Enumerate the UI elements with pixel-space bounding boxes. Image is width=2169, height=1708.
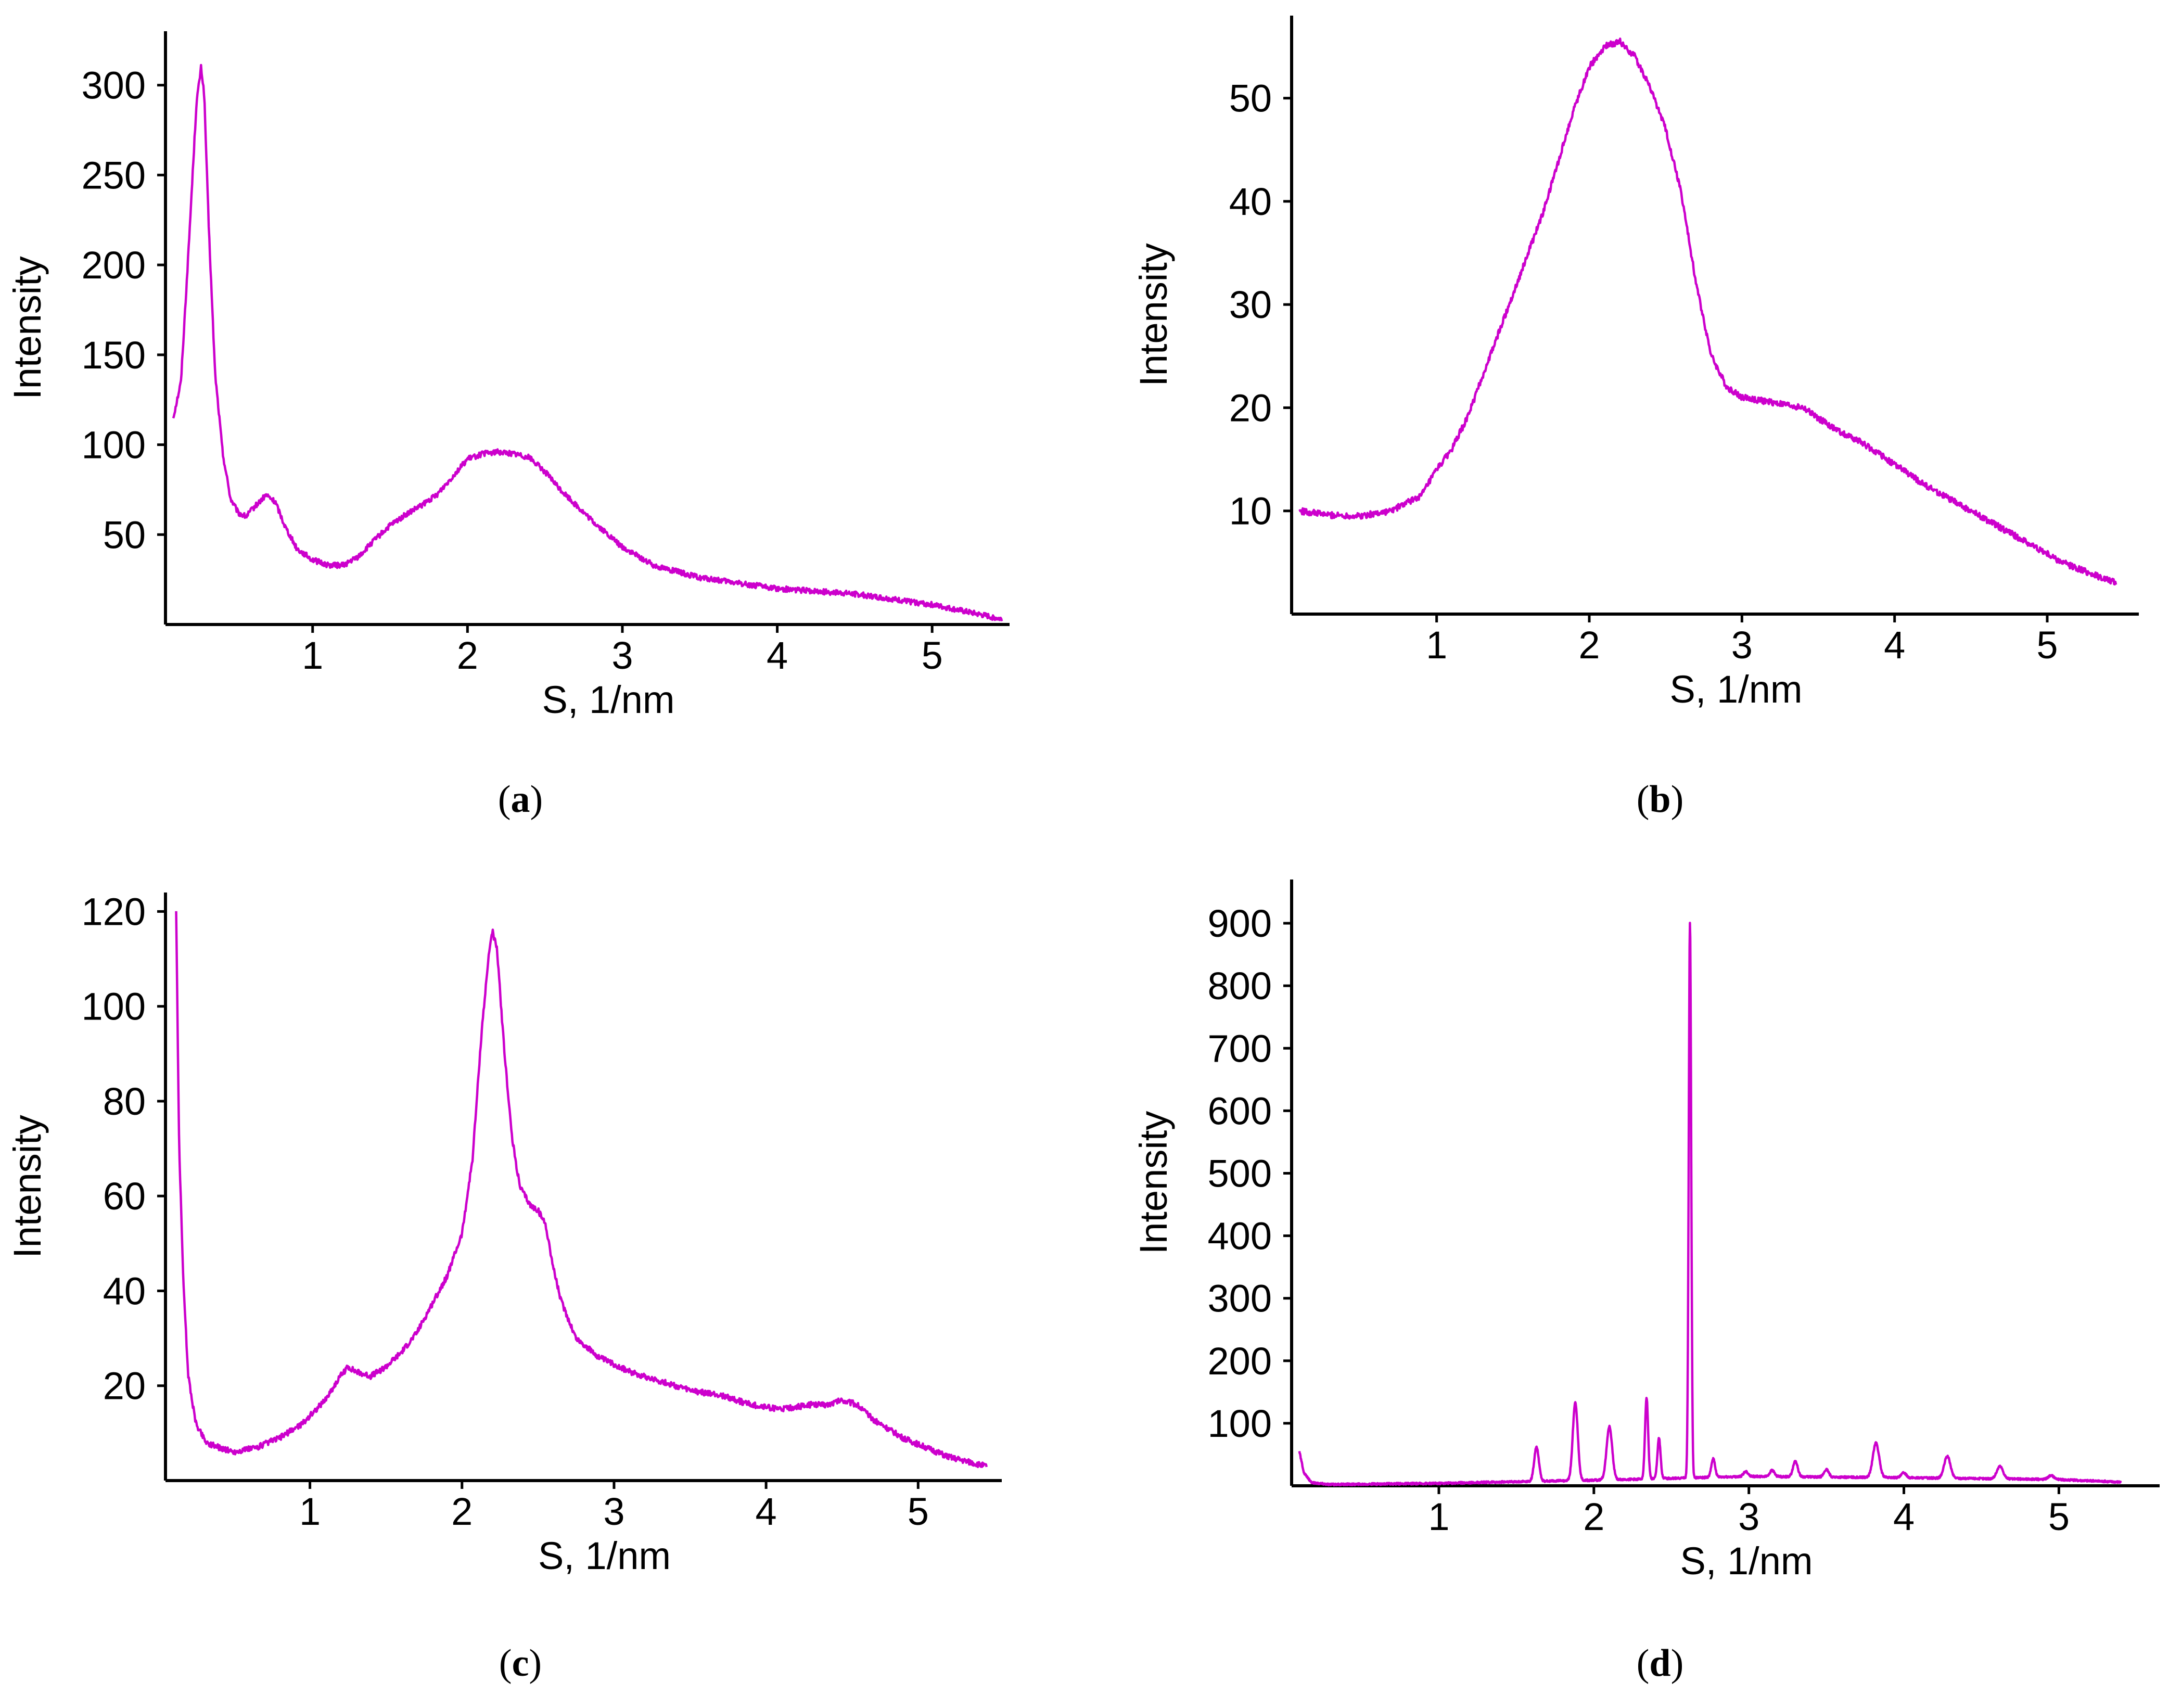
x-tick-label: 5: [2048, 1495, 2070, 1538]
y-tick-label: 800: [1208, 964, 1272, 1008]
y-tick-label: 500: [1208, 1152, 1272, 1195]
series-line: [1298, 922, 2122, 1487]
panel-caption: (d): [1637, 1642, 1683, 1685]
y-tick-label: 20: [1229, 386, 1272, 429]
panel-caption: (c): [499, 1642, 542, 1685]
x-tick-label: 2: [1583, 1495, 1604, 1538]
x-axis-label: S, 1/nm: [542, 678, 675, 721]
x-tick-label: 4: [1884, 623, 1905, 667]
panel-caption: (b): [1637, 778, 1683, 821]
y-tick-label: 40: [1229, 180, 1272, 223]
y-tick-label: 600: [1208, 1089, 1272, 1132]
y-tick-label: 100: [1208, 1402, 1272, 1445]
panel-d: 1 2 3 4 5 100 200 300 400 500 600 700 800 900 S, 1/nm I…: [1132, 880, 2160, 1685]
x-tick-label: 3: [611, 634, 633, 677]
x-tick-label: 3: [1731, 623, 1753, 667]
x-tick-label: 4: [767, 634, 788, 677]
panel-caption: (a): [498, 778, 543, 821]
y-tick-label: 900: [1208, 902, 1272, 945]
x-axis-label: S, 1/nm: [538, 1534, 671, 1577]
y-tick-label: 700: [1208, 1027, 1272, 1070]
x-tick-label: 1: [1428, 1495, 1449, 1538]
panel-b: 1 2 3 4 5 10 20 30 40 50 S, 1/nm Intensity (b): [1132, 16, 2139, 821]
x-tick-label: 3: [603, 1490, 624, 1533]
y-tick-label: 50: [1229, 77, 1272, 120]
y-tick-label: 60: [103, 1175, 146, 1218]
y-tick-label: 20: [103, 1365, 146, 1408]
y-tick-label: 50: [103, 513, 146, 556]
x-tick-label: 2: [457, 634, 478, 677]
x-tick-label: 1: [302, 634, 323, 677]
x-axis-label: S, 1/nm: [1680, 1539, 1813, 1583]
x-axis-label: S, 1/nm: [1670, 668, 1803, 711]
y-tick-label: 10: [1229, 490, 1272, 533]
panel-a: 1 2 3 4 5 50 100 150 200 250 300 S, 1/nm Intensity (a…: [6, 31, 1010, 821]
y-tick-label: 80: [103, 1080, 146, 1123]
x-tick-label: 2: [451, 1490, 473, 1533]
y-tick-label: 200: [1208, 1340, 1272, 1383]
y-tick-label: 120: [82, 890, 146, 933]
y-tick-label: 30: [1229, 283, 1272, 326]
x-tick-label: 5: [2036, 623, 2058, 667]
x-tick-label: 3: [1738, 1495, 1759, 1538]
y-tick-label: 400: [1208, 1215, 1272, 1258]
y-tick-label: 150: [82, 334, 146, 377]
y-axis-label: Intensity: [6, 1115, 49, 1258]
panel-c: 1 2 3 4 5 20 40 60 80 100 120 S, 1/nm Intensity (c): [6, 890, 1002, 1685]
x-tick-label: 5: [922, 634, 943, 677]
x-tick-label: 2: [1578, 623, 1600, 667]
y-tick-label: 300: [1208, 1277, 1272, 1320]
series-line: [175, 911, 988, 1469]
y-axis-label: Intensity: [1132, 243, 1175, 387]
x-tick-label: 4: [1893, 1495, 1915, 1538]
y-axis-label: Intensity: [1132, 1111, 1175, 1255]
y-tick-label: 300: [82, 64, 146, 107]
y-axis-label: Intensity: [6, 256, 49, 400]
y-tick-label: 40: [103, 1269, 146, 1312]
series-line: [1298, 37, 2117, 586]
x-tick-label: 1: [299, 1490, 321, 1533]
x-tick-label: 5: [908, 1490, 929, 1533]
y-tick-label: 250: [82, 154, 146, 197]
x-tick-label: 4: [756, 1490, 777, 1533]
y-tick-label: 100: [82, 985, 146, 1028]
y-tick-label: 100: [82, 424, 146, 467]
y-tick-label: 200: [82, 244, 146, 287]
x-tick-label: 1: [1426, 623, 1447, 667]
series-line: [172, 63, 1003, 622]
